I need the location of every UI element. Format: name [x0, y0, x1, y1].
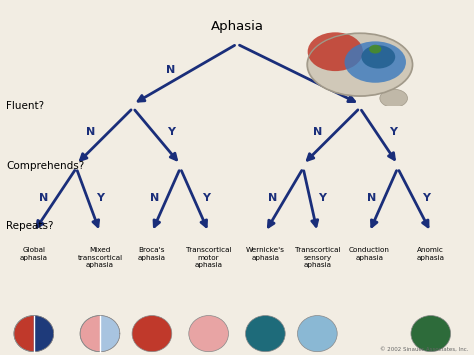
Polygon shape [34, 316, 54, 352]
Ellipse shape [14, 316, 54, 352]
Text: Y: Y [318, 193, 326, 203]
Text: Mixed
transcortical
aphasia: Mixed transcortical aphasia [77, 247, 122, 268]
Ellipse shape [246, 316, 285, 352]
Ellipse shape [298, 316, 337, 352]
Text: Fluent?: Fluent? [6, 101, 45, 111]
Text: Y: Y [309, 65, 317, 75]
Text: Global
aphasia: Global aphasia [20, 247, 48, 261]
Text: Y: Y [422, 193, 430, 203]
Text: Transcortical
motor
aphasia: Transcortical motor aphasia [186, 247, 231, 268]
Ellipse shape [132, 316, 172, 352]
Text: Y: Y [202, 193, 210, 203]
Ellipse shape [189, 316, 228, 352]
Text: N: N [313, 127, 322, 137]
Text: N: N [268, 193, 277, 203]
Text: Repeats?: Repeats? [6, 222, 54, 231]
Text: Conduction
aphasia: Conduction aphasia [349, 247, 390, 261]
Ellipse shape [411, 316, 451, 352]
Ellipse shape [80, 316, 120, 352]
Text: N: N [166, 65, 175, 75]
Text: Broca's
aphasia: Broca's aphasia [138, 247, 166, 261]
Text: Y: Y [389, 127, 397, 137]
Text: N: N [150, 193, 159, 203]
Polygon shape [100, 316, 120, 352]
Text: Y: Y [167, 127, 175, 137]
Text: Comprehends?: Comprehends? [6, 161, 85, 171]
Text: N: N [86, 127, 95, 137]
Text: Transcortical
sensory
aphasia: Transcortical sensory aphasia [295, 247, 340, 268]
Text: N: N [367, 193, 376, 203]
Text: Aphasia: Aphasia [210, 20, 264, 33]
Text: Y: Y [96, 193, 104, 203]
Text: Wernicke's
aphasia: Wernicke's aphasia [246, 247, 285, 261]
Text: Anomic
aphasia: Anomic aphasia [417, 247, 445, 261]
Text: © 2002 Sinauer Associates, Inc.: © 2002 Sinauer Associates, Inc. [380, 346, 469, 351]
Text: N: N [38, 193, 48, 203]
